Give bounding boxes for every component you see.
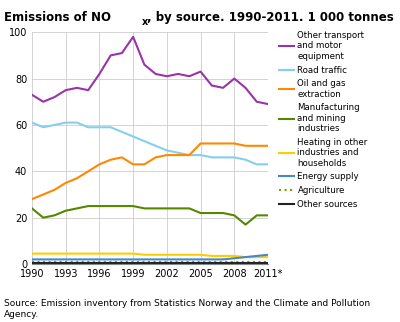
Text: x: x: [142, 17, 148, 27]
Text: , by source. 1990-2011. 1 000 tonnes: , by source. 1990-2011. 1 000 tonnes: [147, 11, 394, 24]
Text: Source: Emission inventory from Statistics Norway and the Climate and Pollution
: Source: Emission inventory from Statisti…: [4, 299, 370, 319]
Legend: Other transport
and motor
equipment, Road traffic, Oil and gas
extraction, Manuf: Other transport and motor equipment, Roa…: [275, 28, 371, 213]
Text: Emissions of NO: Emissions of NO: [4, 11, 111, 24]
